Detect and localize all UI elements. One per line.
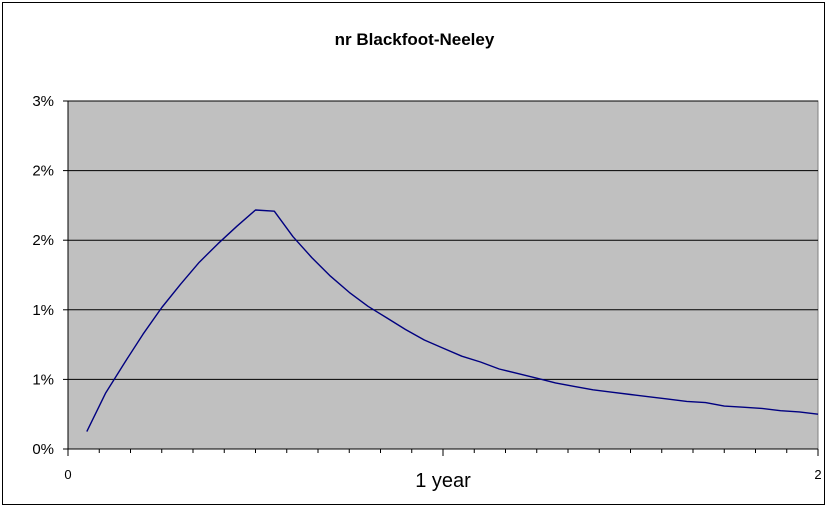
x-minor-ticks (67, 449, 819, 456)
x-tick-label: 1 year (415, 470, 471, 492)
chart-title: nr Blackfoot-Neeley (334, 30, 495, 49)
y-tick-label: 3% (32, 93, 54, 110)
series-line (86, 209, 819, 432)
y-tick-label: 1% (32, 371, 54, 388)
y-tick-label: 1% (32, 302, 54, 319)
x-tick-label: 0 (64, 467, 71, 482)
x-axis-ticks: 0 1 year 2 (64, 467, 821, 492)
y-tick-label: 0% (32, 441, 54, 458)
x-tick-label: 2 (814, 467, 821, 482)
y-tick-label: 2% (32, 232, 54, 249)
y-axis-ticks: 0% 1% 1% 2% 2% 3% (32, 93, 68, 458)
y-tick-label: 2% (32, 163, 54, 180)
series-group (86, 209, 819, 432)
plot-area (67, 100, 819, 450)
